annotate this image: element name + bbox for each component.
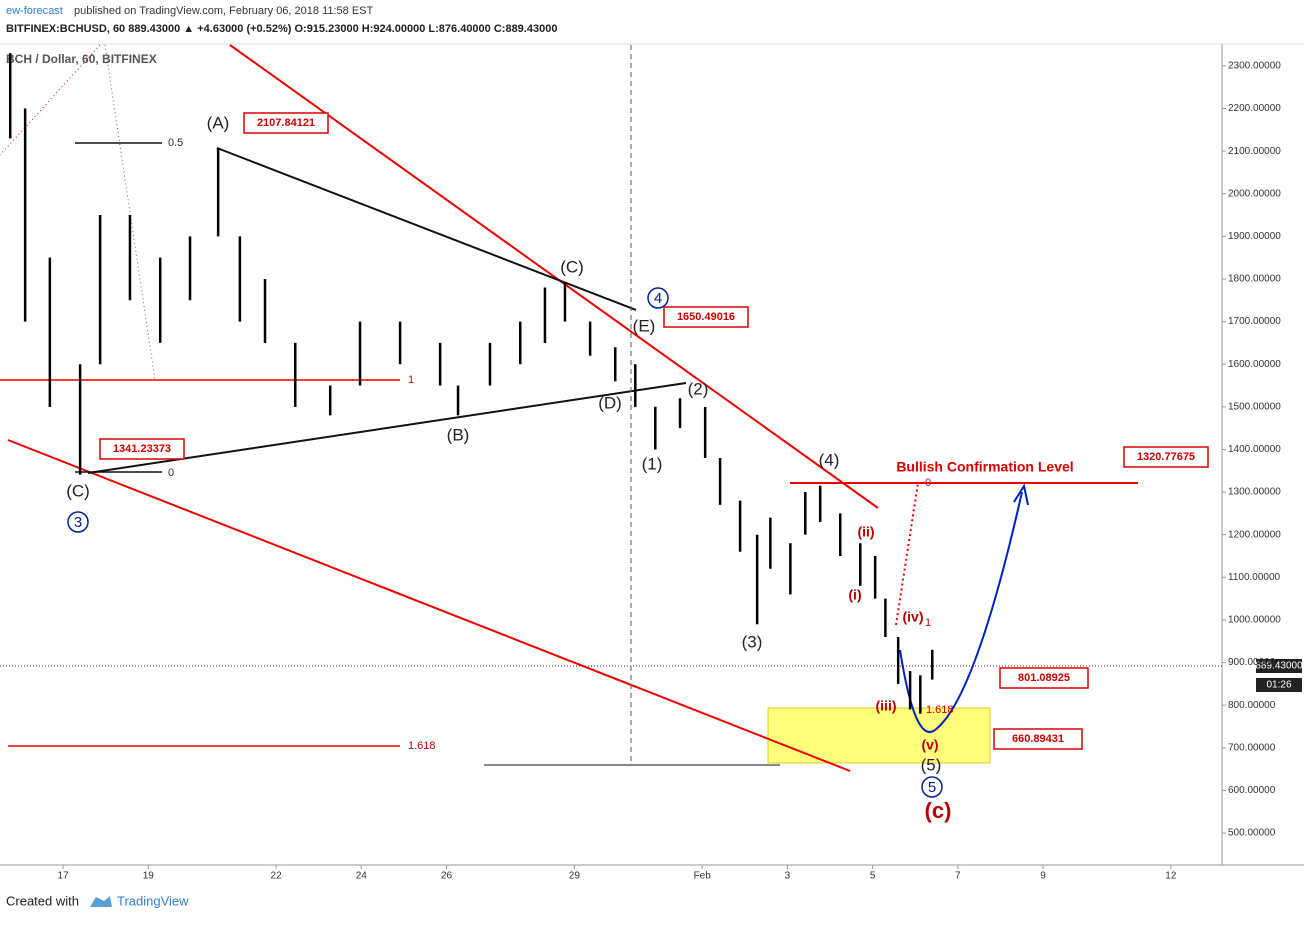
y-tick-label: 2200.00000 [1228, 103, 1281, 114]
wave-label: (B) [447, 425, 470, 444]
x-tick-label: 3 [785, 871, 791, 882]
last-price-box [1256, 659, 1302, 673]
fib-label: 0 [168, 467, 174, 479]
price-box-label: 801.08925 [1018, 672, 1070, 684]
y-tick-label: 2100.00000 [1228, 146, 1281, 157]
price-box [663, 306, 749, 328]
y-tick-label: 1500.00000 [1228, 401, 1281, 412]
y-tick-label: 2000.00000 [1228, 188, 1281, 199]
circle [921, 776, 943, 798]
y-tick-label: 1300.00000 [1228, 487, 1281, 498]
fib-label: 1.618 [408, 740, 436, 752]
wave-label: (C) [66, 481, 90, 500]
trend-line [229, 44, 879, 509]
fib-dots [104, 44, 156, 381]
triangle-line [87, 382, 687, 474]
circle [647, 287, 669, 309]
x-tick-label: 7 [955, 871, 961, 882]
y-tick-label: 800.00000 [1228, 700, 1276, 711]
y-tick-label: 700.00000 [1228, 742, 1276, 753]
price-box [99, 438, 185, 460]
published: published on TradingView.com, February 0… [74, 5, 374, 17]
circle-label: 5 [928, 779, 936, 796]
trend-line [7, 439, 851, 772]
labels: (A) (B) (C) (C) (D) (E) (1) (2) (3) (4) … [66, 112, 1209, 823]
circle [67, 511, 89, 533]
price-box [999, 667, 1089, 689]
wave-label: (3) [742, 632, 763, 651]
price-box-label: 2107.84121 [257, 117, 315, 129]
price-box-label: 660.89431 [1012, 733, 1064, 745]
x-tick-label: 26 [441, 871, 453, 882]
x-tick-label: 24 [356, 871, 368, 882]
circle-label: 4 [654, 290, 662, 307]
price-box-label: 1650.49016 [677, 311, 735, 323]
bullish-label: Bullish Confirmation Level [896, 459, 1073, 475]
y-tick-label: 1400.00000 [1228, 444, 1281, 455]
y-tick-label: 1200.00000 [1228, 529, 1281, 540]
wave-label: (2) [688, 379, 709, 398]
x-tick-label: 5 [870, 871, 876, 882]
fib-label: 1 [408, 374, 414, 386]
x-tick-label: 12 [1165, 871, 1177, 882]
drawings [0, 44, 1138, 798]
wave-label: (C) [560, 257, 584, 276]
y-tick-label: 1800.00000 [1228, 274, 1281, 285]
quote: BITFINEX:BCHUSD, 60 889.43000 ▲ +4.63000… [6, 23, 557, 35]
circle-label: 3 [74, 514, 82, 531]
last-price-label: 889.43000 [1255, 661, 1303, 672]
subwave-label: (iv) [903, 609, 924, 625]
wave-label: (1) [642, 454, 663, 473]
triangle-line [216, 147, 637, 311]
fib-label: 0.5 [168, 137, 183, 149]
subwave-label: (v) [921, 737, 938, 753]
wave-label: (D) [598, 393, 622, 412]
x-tick-label: 17 [57, 871, 69, 882]
y-tick-label: 1900.00000 [1228, 231, 1281, 242]
projection [899, 491, 1023, 733]
y-tick-label: 2300.00000 [1228, 61, 1281, 72]
y-tick-label: 1100.00000 [1228, 572, 1281, 583]
price-box-label: 1320.77675 [1137, 451, 1195, 463]
fib-dots [895, 482, 919, 626]
x-tick-label: 29 [569, 871, 581, 882]
logo [90, 896, 112, 907]
fib-label: 1 [925, 617, 931, 629]
price-box [1123, 446, 1209, 468]
fib-label: 0 [925, 477, 931, 489]
price-box [993, 728, 1083, 750]
author: ew-forecast [6, 5, 63, 17]
y-tick-label: 900.00000 [1228, 657, 1276, 668]
x-tick-label: 19 [143, 871, 155, 882]
subwave-label: (ii) [857, 524, 874, 540]
x-tick-label: 22 [271, 871, 283, 882]
countdown: 01:26 [1266, 680, 1291, 691]
wave-label: (E) [633, 316, 656, 335]
y-tick-label: 1700.00000 [1228, 316, 1281, 327]
legend: BCH / Dollar, 60, BITFINEX [6, 52, 157, 66]
wave-label: (4) [819, 450, 840, 469]
target-zone [767, 707, 991, 764]
arrow [1013, 483, 1029, 506]
price-box [243, 112, 329, 134]
y-tick-label: 1000.00000 [1228, 615, 1281, 626]
wave-label: (c) [925, 798, 952, 823]
y-tick-label: 500.00000 [1228, 828, 1276, 839]
x-tick-label: 9 [1040, 871, 1046, 882]
y-tick-label: 1600.00000 [1228, 359, 1281, 370]
subwave-label: (i) [848, 587, 861, 603]
subwave-label: (iii) [876, 698, 897, 714]
footer-brand: TradingView [117, 893, 189, 908]
wave-label: (5) [921, 755, 942, 774]
y-tick-label: 600.00000 [1228, 785, 1276, 796]
x-tick-label: Feb [694, 871, 712, 882]
fib-dots [0, 44, 101, 156]
footer-created: Created with [6, 893, 79, 908]
wave-label: (A) [207, 113, 230, 132]
fib-label: 1.618 [926, 704, 954, 716]
price-box-label: 1341.23373 [113, 443, 171, 455]
countdown-box [1256, 678, 1302, 692]
